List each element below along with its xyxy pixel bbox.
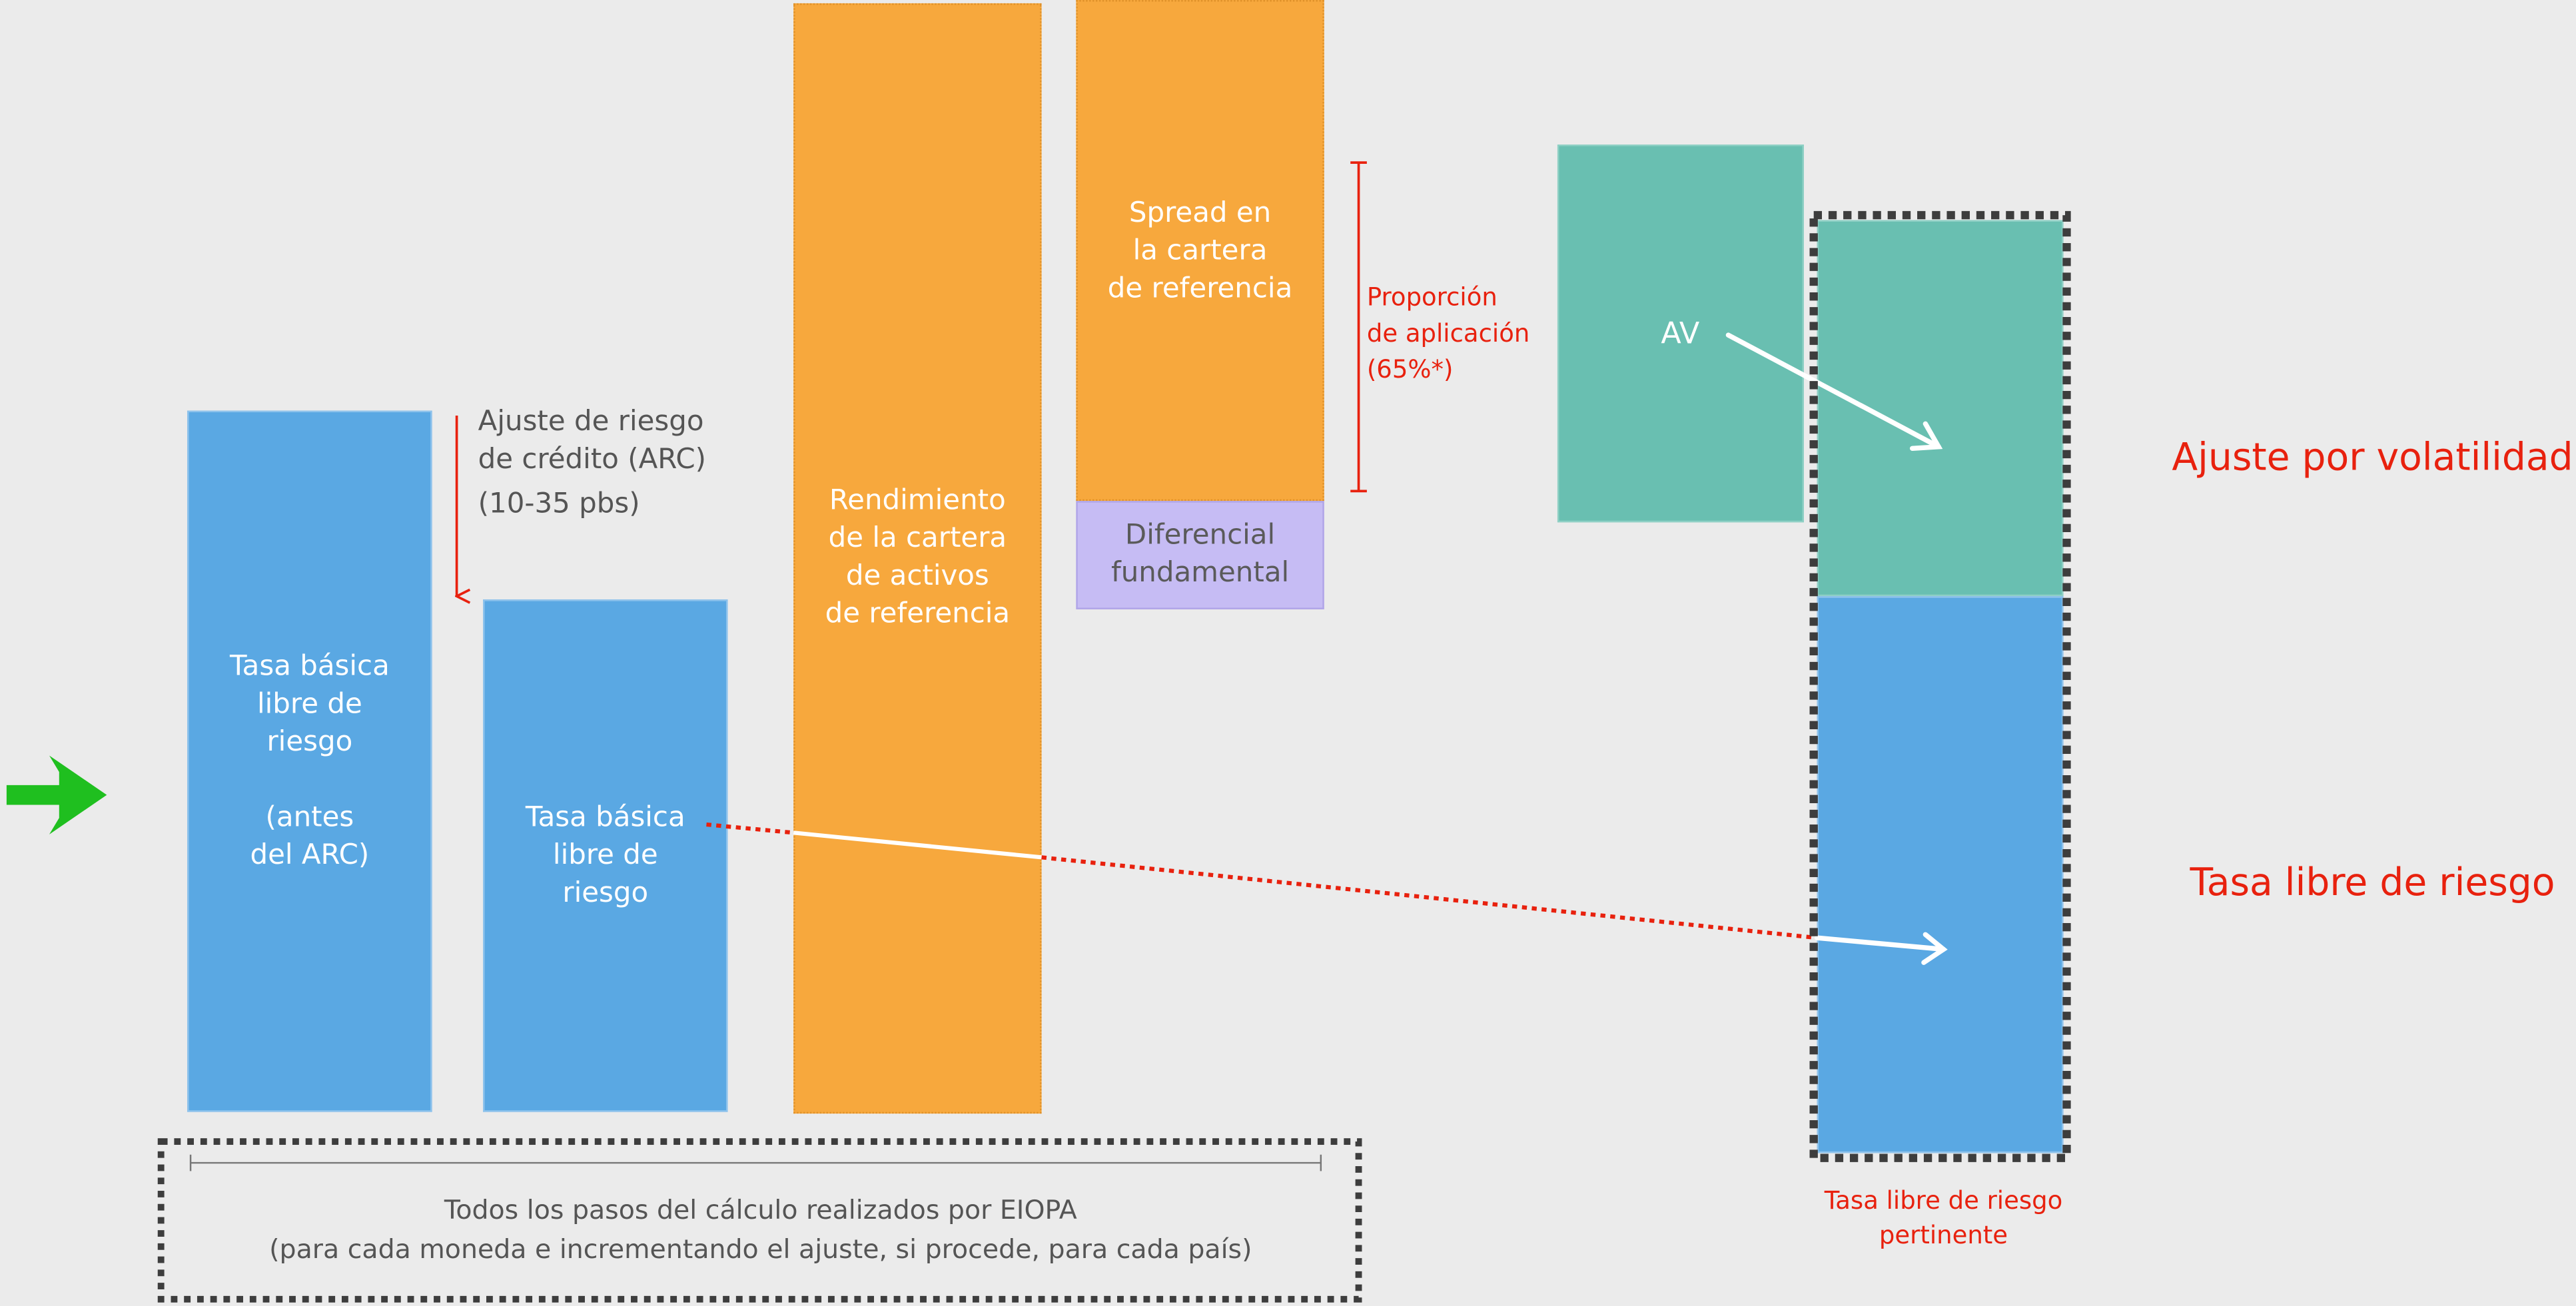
spread-cartera-text: Spread en la cartera de referencia — [1107, 196, 1293, 306]
tasa-basica-antes-arc-text: Tasa básica libre de riesgo (antes del A… — [229, 649, 390, 872]
tasa-libre-riesgo-segment — [1817, 596, 2064, 1153]
tasa-basica-connector — [706, 822, 1948, 965]
footer-span-line — [189, 1154, 1322, 1171]
av-text: AV — [1661, 316, 1700, 351]
av-box: AV — [1557, 145, 1804, 523]
rendimiento-cartera-box: Rendimiento de la cartera de activos de … — [793, 3, 1042, 1114]
ajuste-volatilidad-label: Ajuste por volatilidad — [2172, 437, 2573, 480]
tasa-basica-text: Tasa básica libre de riesgo — [525, 801, 685, 910]
footer-line-1: Todos los pasos del cálculo realizados p… — [444, 1193, 1077, 1225]
arc-label: Ajuste de riesgo de crédito (ARC) — [478, 406, 706, 477]
tasa-basica-antes-arc-box: Tasa básica libre de riesgo (antes del A… — [187, 410, 432, 1112]
proporcion-aplicacion-label: Proporción de aplicación (65%*) — [1366, 282, 1530, 385]
proporcion-bracket — [1350, 161, 1367, 493]
tasa-libre-riesgo-label: Tasa libre de riesgo — [2190, 862, 2555, 905]
diferencial-fundamental-text: Diferencial fundamental — [1110, 519, 1290, 590]
tasa-pertinente-frame — [1809, 210, 2071, 1162]
diferencial-fundamental-box: Diferencial fundamental — [1076, 501, 1324, 609]
av-arrow — [1725, 332, 1943, 451]
footer-frame — [157, 1138, 1362, 1303]
tasa-basica-box: Tasa básica libre de riesgo — [483, 599, 728, 1112]
footer-line-2: (para cada moneda e incrementando el aju… — [269, 1233, 1252, 1265]
green-arrow-icon — [6, 755, 107, 834]
arc-range-label: (10-35 pbs) — [478, 488, 640, 521]
spread-cartera-box: Spread en la cartera de referencia — [1076, 0, 1324, 501]
tasa-libre-riesgo-pertinente-label: Tasa libre de riesgo pertinente — [1824, 1185, 2063, 1250]
rendimiento-cartera-text: Rendimiento de la cartera de activos de … — [825, 484, 1011, 631]
